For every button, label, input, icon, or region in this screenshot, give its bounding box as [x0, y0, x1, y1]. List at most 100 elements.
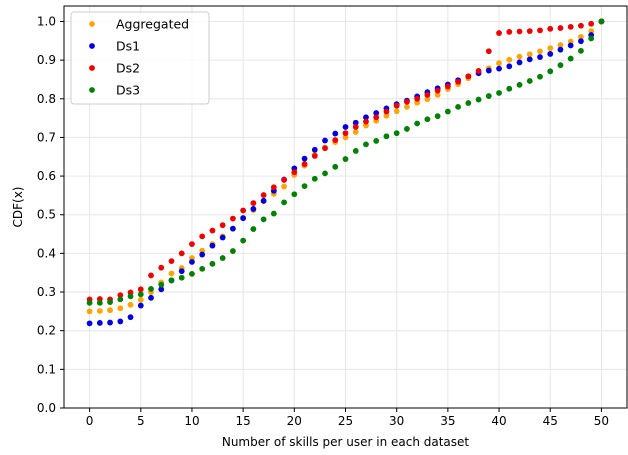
- data-point: [455, 103, 461, 110]
- data-point: [270, 210, 277, 217]
- data-point: [96, 308, 103, 314]
- data-point: [311, 175, 318, 182]
- data-point: [496, 60, 502, 67]
- data-point: [219, 234, 226, 241]
- data-point: [96, 299, 103, 306]
- data-point: [516, 53, 523, 60]
- y-axis-ticks: 0.0 0.1 0.2 0.3 0.4 0.5 0.6 0.7 0.8 0.9 1.0: [37, 14, 64, 415]
- y-tick-label: 0.9: [37, 53, 56, 67]
- data-point: [557, 42, 564, 48]
- data-point: [281, 199, 287, 206]
- data-point: [496, 90, 502, 96]
- data-point: [506, 85, 513, 92]
- data-point: [516, 59, 523, 66]
- data-point: [373, 138, 380, 144]
- data-point: [127, 301, 134, 308]
- x-tick-label: 35: [440, 414, 455, 428]
- data-point: [168, 270, 175, 277]
- data-point: [260, 197, 267, 204]
- data-point: [260, 216, 267, 223]
- data-point: [393, 102, 400, 109]
- data-point: [291, 191, 298, 198]
- data-point: [424, 92, 431, 98]
- data-point: [383, 112, 390, 119]
- data-point: [250, 226, 257, 232]
- data-point: [434, 92, 441, 98]
- y-tick-label: 0.8: [37, 92, 56, 106]
- data-point: [240, 215, 247, 222]
- data-point: [578, 22, 584, 29]
- data-point: [291, 169, 298, 176]
- series-ds3: [86, 18, 605, 306]
- data-point: [332, 130, 339, 137]
- legend-marker: [89, 87, 95, 93]
- data-point: [393, 130, 400, 137]
- data-point: [363, 114, 369, 121]
- data-point: [547, 25, 554, 32]
- data-point: [547, 68, 554, 75]
- y-tick-label: 0.2: [37, 324, 56, 338]
- data-point: [127, 293, 134, 300]
- y-tick-label: 0.6: [37, 169, 56, 183]
- data-point: [199, 251, 206, 258]
- x-tick-label: 45: [543, 414, 558, 428]
- data-point: [86, 308, 93, 315]
- x-tick-label: 50: [594, 414, 609, 428]
- data-point: [465, 100, 472, 106]
- data-point: [485, 67, 492, 74]
- data-point: [189, 241, 195, 248]
- data-point: [373, 110, 380, 116]
- x-tick-label: 40: [491, 414, 506, 428]
- data-point: [107, 307, 113, 314]
- y-tick-label: 0.1: [37, 362, 56, 376]
- data-point: [404, 103, 410, 110]
- data-point: [342, 156, 349, 162]
- x-tick-label: 25: [338, 414, 353, 428]
- data-point: [209, 260, 216, 267]
- data-point: [168, 258, 175, 265]
- data-point: [117, 296, 124, 303]
- x-tick-label: 0: [86, 414, 94, 428]
- data-point: [342, 124, 349, 130]
- data-point: [424, 116, 431, 123]
- data-points: [86, 18, 605, 327]
- data-point: [219, 222, 226, 229]
- data-point: [178, 274, 185, 281]
- data-point: [588, 35, 595, 42]
- data-point: [424, 96, 431, 103]
- data-point: [393, 108, 400, 115]
- data-point: [96, 320, 103, 326]
- data-point: [526, 28, 533, 35]
- x-axis-ticks: 0 5 10 15 20 25 30 35 40 45 50: [86, 408, 609, 428]
- data-point: [506, 56, 513, 63]
- data-point: [107, 299, 113, 305]
- data-point: [86, 299, 93, 306]
- data-point: [240, 207, 247, 214]
- data-point: [363, 118, 369, 125]
- data-point: [158, 264, 165, 271]
- data-point: [127, 314, 134, 321]
- y-tick-label: 0.7: [37, 130, 56, 144]
- data-point: [434, 113, 441, 120]
- data-point: [485, 48, 492, 55]
- data-point: [311, 146, 318, 153]
- y-tick-label: 1.0: [37, 14, 56, 28]
- data-point: [250, 200, 257, 207]
- data-point: [578, 34, 584, 40]
- data-point: [404, 98, 410, 105]
- data-point: [209, 242, 216, 249]
- data-point: [178, 268, 185, 275]
- data-point: [516, 81, 523, 88]
- data-point: [158, 281, 165, 288]
- y-axis-label: CDF(x): [11, 187, 25, 228]
- data-point: [219, 255, 226, 261]
- data-point: [86, 320, 93, 327]
- data-point: [475, 96, 482, 103]
- data-point: [455, 78, 461, 85]
- data-point: [137, 302, 144, 309]
- legend-marker: [89, 21, 95, 27]
- data-point: [260, 192, 267, 198]
- x-tick-label: 20: [287, 414, 302, 428]
- data-point: [526, 56, 533, 63]
